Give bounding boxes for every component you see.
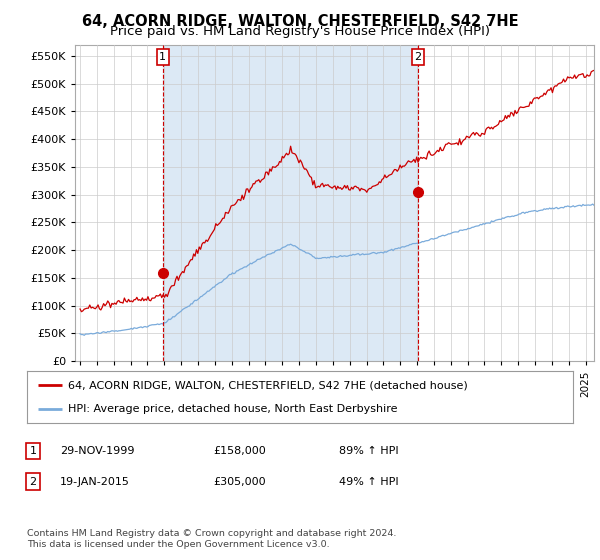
Text: £158,000: £158,000 <box>213 446 266 456</box>
Text: 49% ↑ HPI: 49% ↑ HPI <box>339 477 398 487</box>
Text: HPI: Average price, detached house, North East Derbyshire: HPI: Average price, detached house, Nort… <box>68 404 397 414</box>
Text: 29-NOV-1999: 29-NOV-1999 <box>60 446 134 456</box>
Text: 64, ACORN RIDGE, WALTON, CHESTERFIELD, S42 7HE: 64, ACORN RIDGE, WALTON, CHESTERFIELD, S… <box>82 14 518 29</box>
Text: 1: 1 <box>159 52 166 62</box>
Text: 2: 2 <box>29 477 37 487</box>
Text: 2: 2 <box>415 52 421 62</box>
Text: 19-JAN-2015: 19-JAN-2015 <box>60 477 130 487</box>
Text: £305,000: £305,000 <box>213 477 266 487</box>
Text: 89% ↑ HPI: 89% ↑ HPI <box>339 446 398 456</box>
Bar <box>163 45 418 361</box>
Text: 64, ACORN RIDGE, WALTON, CHESTERFIELD, S42 7HE (detached house): 64, ACORN RIDGE, WALTON, CHESTERFIELD, S… <box>68 380 468 390</box>
Text: Price paid vs. HM Land Registry's House Price Index (HPI): Price paid vs. HM Land Registry's House … <box>110 25 490 38</box>
Text: 1: 1 <box>29 446 37 456</box>
Text: Contains HM Land Registry data © Crown copyright and database right 2024.
This d: Contains HM Land Registry data © Crown c… <box>27 529 397 549</box>
